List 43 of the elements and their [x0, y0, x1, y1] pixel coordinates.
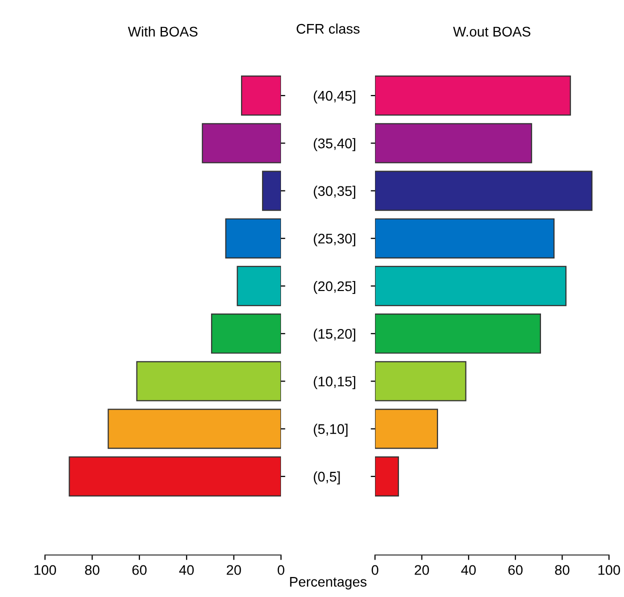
- x-tick-label: 80: [555, 565, 570, 575]
- y-tick-label: (5,10]: [314, 424, 348, 437]
- y-tick-label: (25,30]: [314, 233, 356, 246]
- bar: [202, 123, 281, 164]
- y-tick-label: (20,25]: [314, 280, 356, 294]
- bar: [375, 123, 532, 164]
- bar: [375, 408, 438, 449]
- x-tick-label: 40: [461, 565, 476, 575]
- y-tick-label: (10,15]: [314, 376, 356, 390]
- bar: [375, 314, 541, 354]
- bar: [375, 456, 399, 497]
- x-tick-label: 40: [179, 565, 194, 575]
- x-axis-title: Percentages: [290, 577, 366, 590]
- y-tick-label: (15,20]: [314, 328, 356, 342]
- chart-title: W.out BOAS: [453, 26, 530, 37]
- bar: [108, 408, 281, 449]
- x-tick-label: 100: [598, 565, 620, 575]
- y-tick-label: (30,35]: [314, 186, 356, 199]
- bar: [241, 75, 281, 116]
- x-tick-label: 60: [508, 565, 523, 575]
- y-axis-title: CFR class: [296, 24, 360, 34]
- chart-title: With BOAS: [128, 26, 198, 37]
- bar: [211, 314, 281, 354]
- bar: [236, 266, 281, 306]
- y-tick-label: (0,5]: [314, 471, 340, 484]
- bar: [375, 170, 592, 211]
- x-tick-label: 100: [34, 565, 56, 575]
- x-tick-label: 20: [226, 565, 241, 575]
- x-tick-label: 0: [278, 565, 284, 575]
- x-tick-label: 80: [85, 565, 100, 575]
- bar: [262, 170, 281, 211]
- bar: [225, 218, 281, 258]
- bar: [375, 75, 571, 116]
- bar: [68, 456, 281, 497]
- x-tick-label: 0: [372, 565, 378, 575]
- x-tick-label: 20: [414, 565, 429, 575]
- bar: [375, 266, 566, 306]
- bar: [375, 218, 555, 258]
- x-tick-label: 60: [132, 565, 147, 575]
- y-tick-label: (35,40]: [314, 138, 356, 152]
- y-tick-label: (40,45]: [314, 90, 356, 104]
- bar: [375, 361, 466, 402]
- bar: [136, 361, 281, 402]
